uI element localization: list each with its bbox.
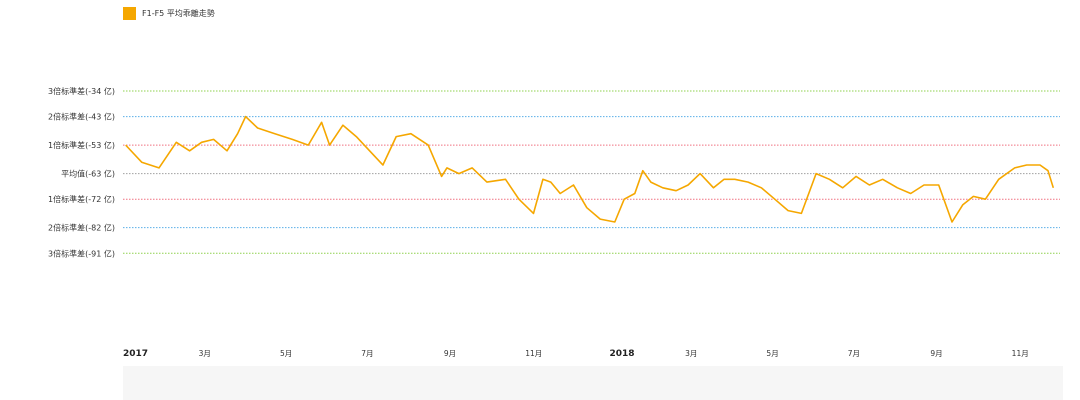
series-area	[125, 115, 1055, 223]
x-tick-label-9: 7月	[848, 349, 860, 358]
x-tick-label-6: 2018	[609, 349, 634, 359]
reference-line-label-3: 平均值(-63 亿)	[61, 169, 115, 179]
x-tick-label-3: 7月	[361, 349, 373, 358]
series-line-0[interactable]	[125, 115, 1055, 223]
reference-line-label-2: 1倍标準差(-53 亿)	[48, 140, 115, 150]
x-tick-label-7: 3月	[685, 349, 697, 358]
legend-label: F1-F5 平均乖離走勢	[142, 8, 215, 18]
x-tick-label-2: 5月	[280, 349, 292, 358]
x-tick-label-4: 9月	[444, 349, 456, 358]
reference-line-label-4: 1倍标準差(-72 亿)	[48, 194, 115, 204]
legend-swatch	[123, 6, 136, 20]
x-tick-label-10: 9月	[930, 349, 942, 358]
x-tick-label-11: 11月	[1012, 349, 1029, 358]
x-tick-label-8: 5月	[766, 349, 778, 358]
reference-line-label-1: 2倍标準差(-43 亿)	[48, 112, 115, 122]
reference-bands: 3倍标準差(-34 亿) 2倍标準差(-43 亿) 1倍标準差(-53 亿) 平均值(…	[48, 86, 1060, 258]
x-tick-label-5: 11月	[525, 349, 542, 358]
reference-line-label-6: 3倍标準差(-91 亿)	[48, 248, 115, 258]
range-navigator[interactable]	[123, 366, 1063, 400]
x-tick-label-1: 3月	[199, 349, 211, 358]
x-axis: 2017 3月 5月 7月 9月 11月 2018 3月 5月 7月 9月 11月	[123, 349, 1029, 359]
reference-line-label-5: 2倍标準差(-82 亿)	[48, 223, 115, 233]
reference-line-label-0: 3倍标準差(-34 亿)	[48, 86, 115, 96]
x-tick-label-0: 2017	[123, 349, 148, 359]
legend: F1-F5 平均乖離走勢	[123, 6, 215, 20]
